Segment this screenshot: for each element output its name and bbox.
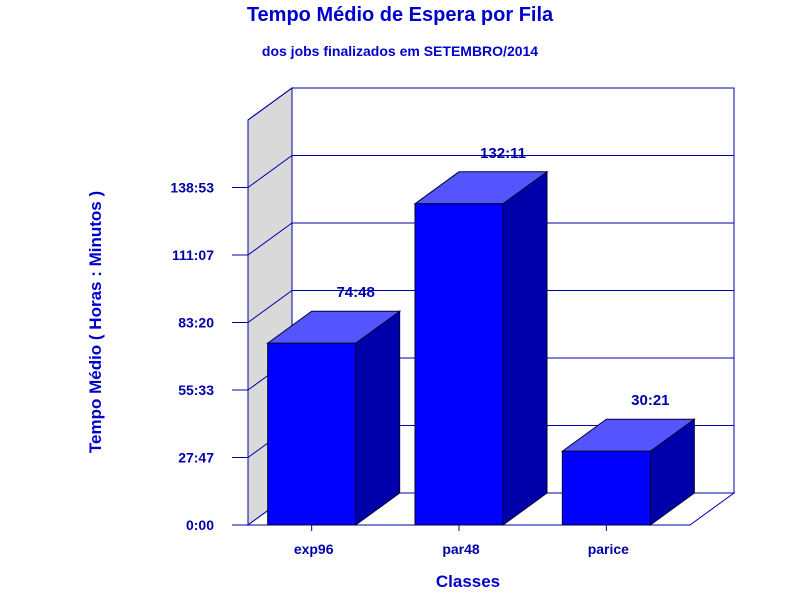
gridline xyxy=(247,222,734,256)
data-label: 132:11 xyxy=(480,145,526,162)
x-tick-label: parice xyxy=(588,541,629,557)
x-axis-label: Classes xyxy=(436,572,500,591)
gridline xyxy=(247,290,734,323)
bar-parice: 30:21 xyxy=(560,392,696,526)
y-tick-label: 0:00 xyxy=(186,517,214,533)
bar-front xyxy=(267,342,357,526)
y-tick-label: 27:47 xyxy=(178,449,214,465)
x-tick-label: par48 xyxy=(442,541,480,557)
y-tick-label: 111:07 xyxy=(172,247,214,263)
y-tick-label: 55:33 xyxy=(178,382,214,398)
data-label: 74:48 xyxy=(336,284,374,301)
gridline xyxy=(247,155,734,188)
data-label: 30:21 xyxy=(631,392,669,409)
bar-front xyxy=(414,203,504,526)
y-tick-label: 138:53 xyxy=(170,180,214,196)
gridline xyxy=(247,87,734,121)
bar-exp96: 74:48 xyxy=(266,284,402,526)
bar-front xyxy=(561,450,651,526)
y-tick-label: 83:20 xyxy=(178,315,214,331)
y-axis-label: Tempo Médio ( Horas : Minutos ) xyxy=(86,191,105,453)
x-tick-label: exp96 xyxy=(294,541,334,557)
bar-par48: 132:11 xyxy=(413,145,549,526)
bar-side xyxy=(355,310,401,526)
x-axis-categories: exp96 par48 parice xyxy=(294,525,629,557)
bars: 74:48 132:11 30:21 xyxy=(266,145,696,526)
bar-side xyxy=(502,170,548,526)
chart-title: Tempo Médio de Espera por Fila xyxy=(247,4,554,26)
chart-subtitle: dos jobs finalizados em SETEMBRO/2014 xyxy=(262,43,538,59)
